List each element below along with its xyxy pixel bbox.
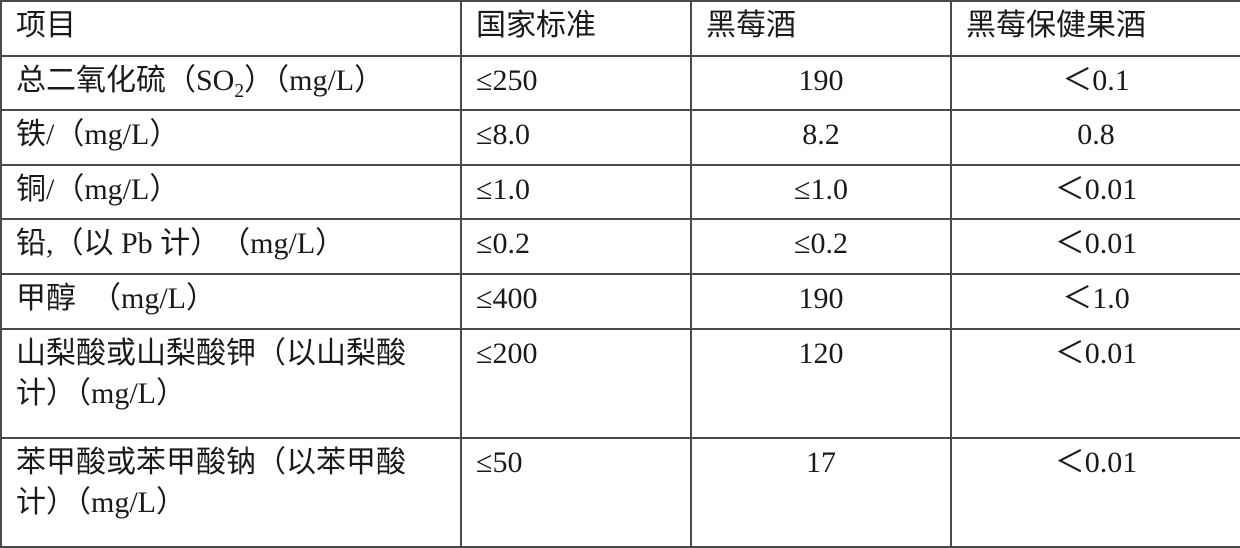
- cell-item: 铅,（以 Pb 计） （mg/L）: [1, 219, 461, 274]
- cell-item: 甲醇 （mg/L）: [1, 274, 461, 329]
- col-header-item: 项目: [1, 1, 461, 56]
- cell-healthy: ＜0.01: [951, 165, 1240, 220]
- cell-standard: ≤0.2: [461, 219, 691, 274]
- table-header-row: 项目 国家标准 黑莓酒 黑莓保健果酒: [1, 1, 1240, 56]
- cell-item: 总二氧化硫（SO2）（mg/L）: [1, 56, 461, 111]
- cell-item: 铁/（mg/L）: [1, 110, 461, 165]
- table-row: 铁/（mg/L） ≤8.0 8.2 0.8: [1, 110, 1240, 165]
- cell-standard: ≤200: [461, 329, 691, 438]
- cell-healthy: ＜0.01: [951, 329, 1240, 438]
- col-header-standard: 国家标准: [461, 1, 691, 56]
- cell-wine: 8.2: [691, 110, 951, 165]
- comparison-table-container: 项目 国家标准 黑莓酒 黑莓保健果酒 总二氧化硫（SO2）（mg/L） ≤250…: [0, 0, 1240, 548]
- cell-healthy: ＜1.0: [951, 274, 1240, 329]
- item-text-suffix: ）（mg/L）: [244, 64, 384, 97]
- cell-item: 苯甲酸或苯甲酸钠（以苯甲酸计）（mg/L）: [1, 438, 461, 547]
- col-header-healthy: 黑莓保健果酒: [951, 1, 1240, 56]
- cell-wine: ≤0.2: [691, 219, 951, 274]
- item-subscript: 2: [234, 81, 244, 102]
- cell-standard: ≤1.0: [461, 165, 691, 220]
- cell-healthy: ＜0.01: [951, 219, 1240, 274]
- table-row: 铜/（mg/L） ≤1.0 ≤1.0 ＜0.01: [1, 165, 1240, 220]
- cell-wine: ≤1.0: [691, 165, 951, 220]
- cell-wine: 120: [691, 329, 951, 438]
- cell-healthy: ＜0.01: [951, 438, 1240, 547]
- table-row: 苯甲酸或苯甲酸钠（以苯甲酸计）（mg/L） ≤50 17 ＜0.01: [1, 438, 1240, 547]
- cell-item: 铜/（mg/L）: [1, 165, 461, 220]
- table-row: 总二氧化硫（SO2）（mg/L） ≤250 190 ＜0.1: [1, 56, 1240, 111]
- cell-healthy: ＜0.1: [951, 56, 1240, 111]
- col-header-wine: 黑莓酒: [691, 1, 951, 56]
- item-text-prefix: 总二氧化硫（SO: [16, 64, 234, 97]
- cell-standard: ≤400: [461, 274, 691, 329]
- cell-wine: 17: [691, 438, 951, 547]
- table-row: 山梨酸或山梨酸钾（以山梨酸计）（mg/L） ≤200 120 ＜0.01: [1, 329, 1240, 438]
- cell-standard: ≤8.0: [461, 110, 691, 165]
- table-row: 铅,（以 Pb 计） （mg/L） ≤0.2 ≤0.2 ＜0.01: [1, 219, 1240, 274]
- cell-wine: 190: [691, 56, 951, 111]
- comparison-table: 项目 国家标准 黑莓酒 黑莓保健果酒 总二氧化硫（SO2）（mg/L） ≤250…: [0, 0, 1240, 548]
- cell-wine: 190: [691, 274, 951, 329]
- table-row: 甲醇 （mg/L） ≤400 190 ＜1.0: [1, 274, 1240, 329]
- cell-standard: ≤50: [461, 438, 691, 547]
- cell-item: 山梨酸或山梨酸钾（以山梨酸计）（mg/L）: [1, 329, 461, 438]
- cell-healthy: 0.8: [951, 110, 1240, 165]
- cell-standard: ≤250: [461, 56, 691, 111]
